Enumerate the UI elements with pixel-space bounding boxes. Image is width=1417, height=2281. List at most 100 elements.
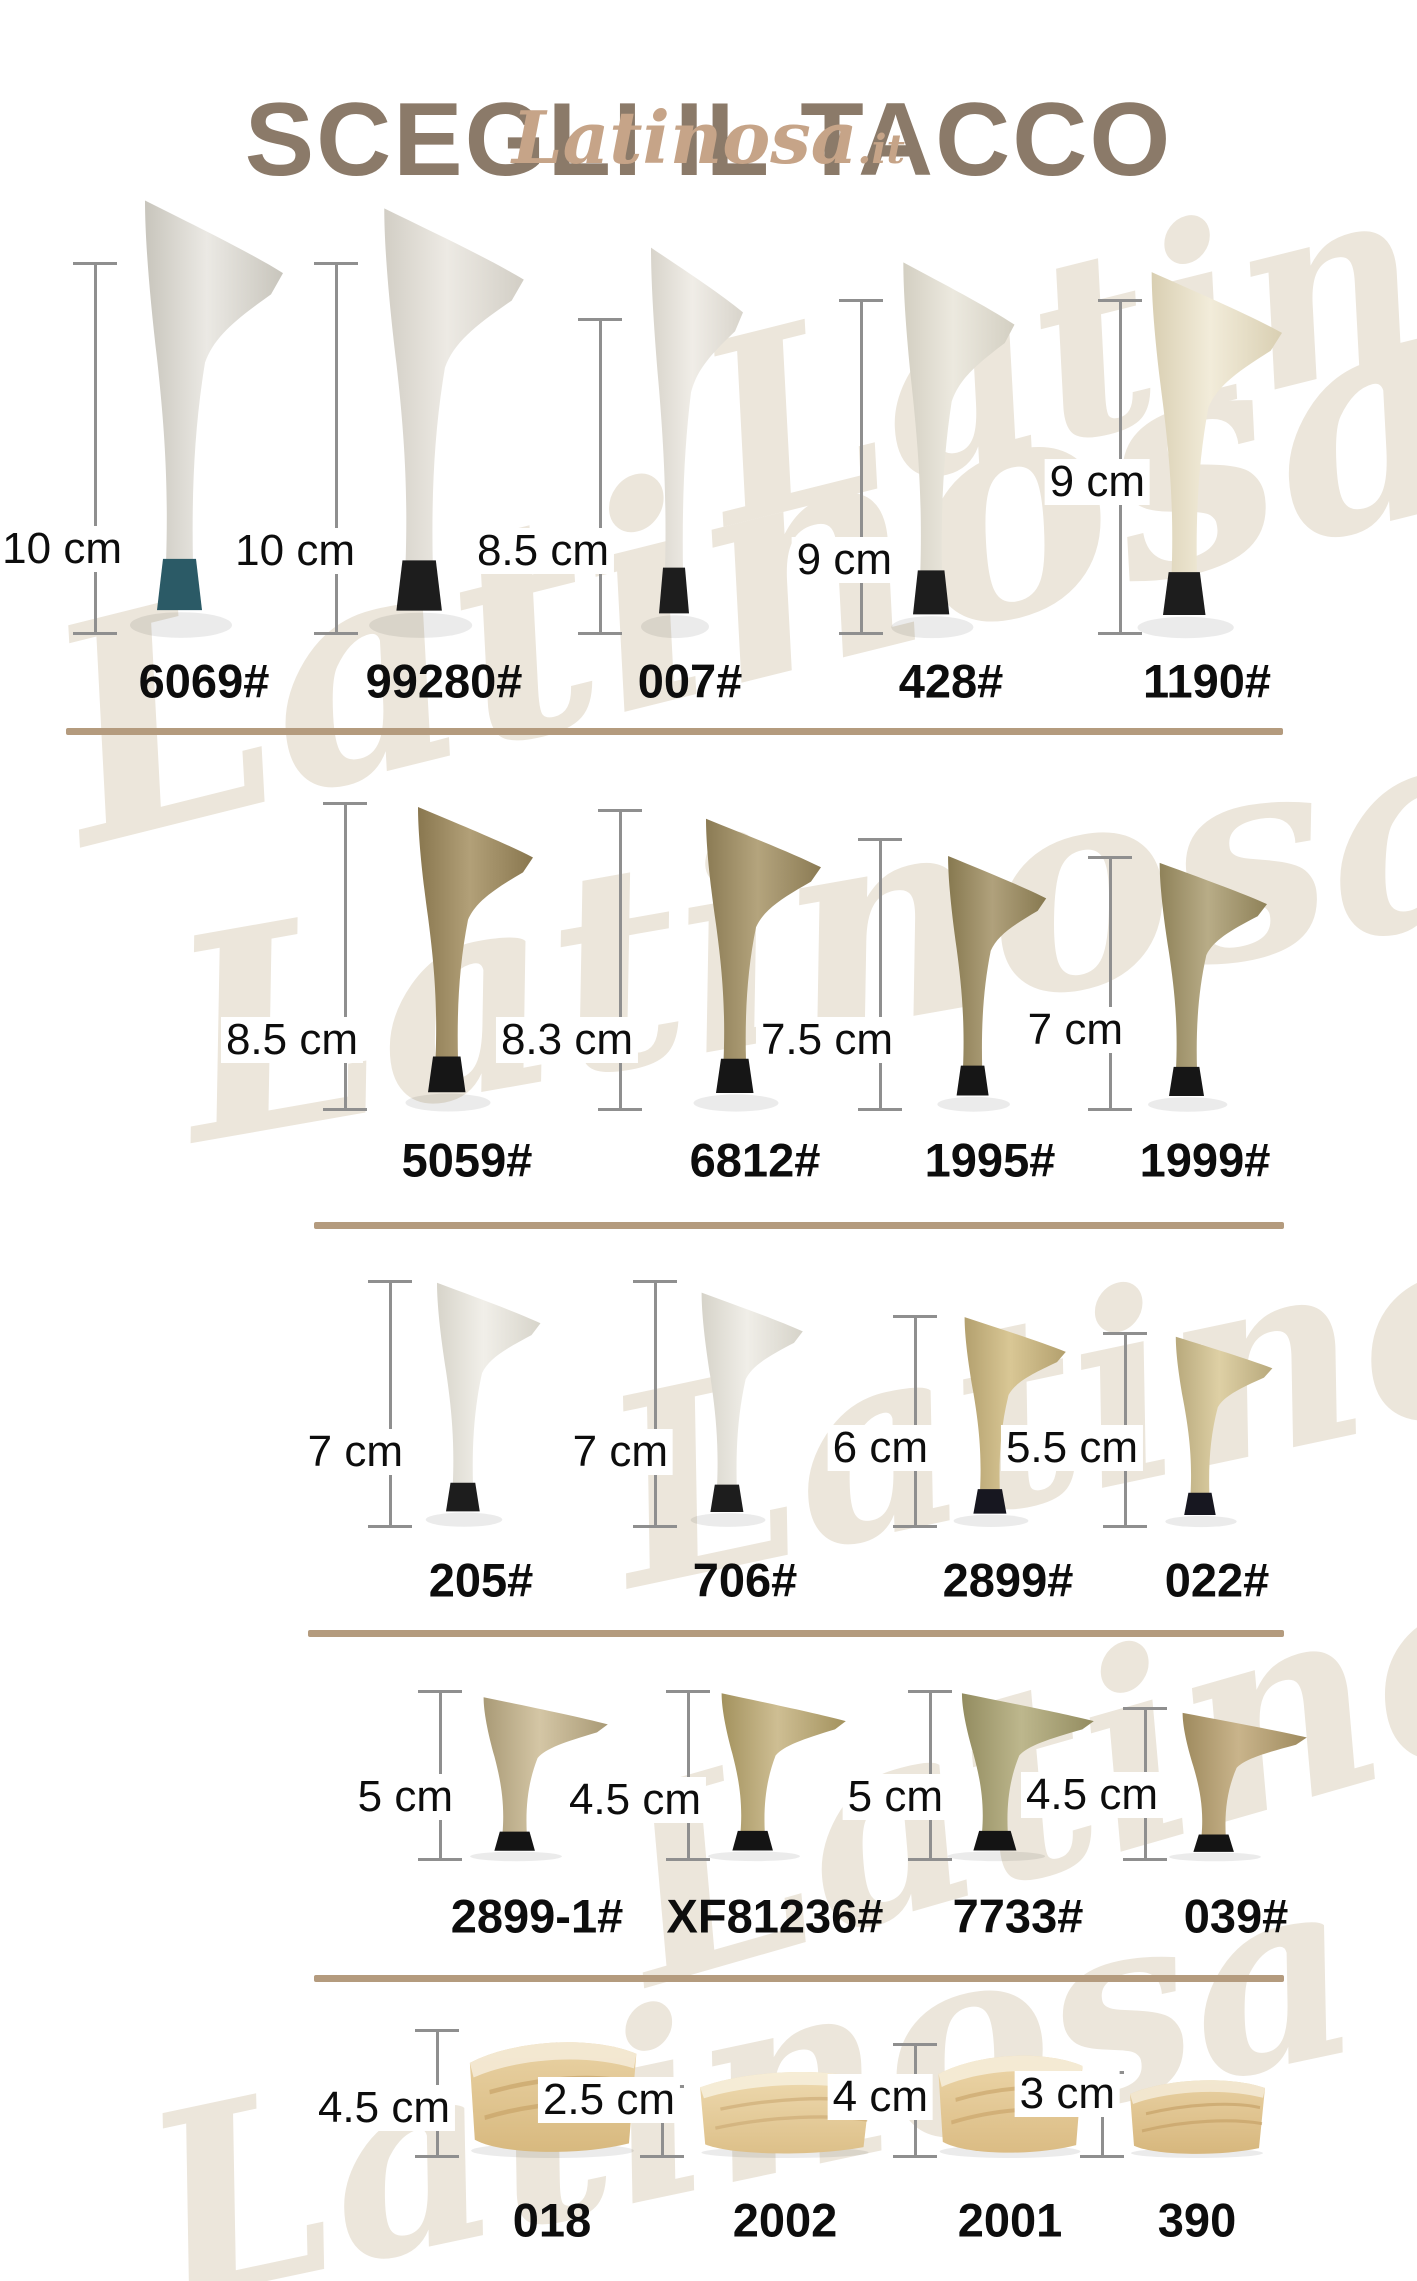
measure-line <box>1098 299 1142 302</box>
measure-line <box>1103 1332 1147 1335</box>
model-label: 2899-1# <box>450 1889 624 1943</box>
measure-line <box>893 1525 937 1528</box>
size-label: 2.5 cm <box>537 2077 680 2123</box>
measure-line <box>1109 856 1112 1108</box>
heel-image-039 <box>1169 1712 1308 1862</box>
size-label: 7 cm <box>302 1429 408 1475</box>
measure-line <box>1123 1858 1167 1861</box>
heel-image-5059 <box>405 806 533 1112</box>
measure-line <box>578 318 622 321</box>
measure-line <box>893 1315 937 1318</box>
size-label: 7 cm <box>1022 1007 1128 1053</box>
measure-line <box>1123 1707 1167 1710</box>
heel-image-1190 <box>1137 272 1282 639</box>
model-label: 2001 <box>957 2193 1063 2247</box>
measure-line <box>344 802 347 1108</box>
measure-line <box>654 1280 657 1525</box>
measure-line <box>839 299 883 302</box>
size-label: 8.5 cm <box>220 1017 363 1063</box>
page-title: SCEGLI IL TACCO <box>244 81 1173 198</box>
measure-line <box>598 809 642 812</box>
size-label: 5 cm <box>352 1774 458 1820</box>
heel-image-428 <box>891 262 1015 639</box>
size-label: 4.5 cm <box>563 1777 706 1823</box>
size-label: 4.5 cm <box>1020 1772 1163 1818</box>
model-label: 1190# <box>1142 654 1272 708</box>
heel-image-706 <box>690 1292 804 1527</box>
measure-line <box>73 632 117 635</box>
measure-line <box>335 262 338 632</box>
measure-line <box>687 1690 690 1858</box>
measure-line <box>893 2043 937 2046</box>
measure-line <box>879 838 882 1108</box>
heel-image-205 <box>425 1282 541 1527</box>
brand-domain-suffix: .it <box>857 126 906 173</box>
model-label: 018 <box>512 2193 592 2247</box>
measure-line <box>893 2155 937 2158</box>
model-label: 390 <box>1157 2193 1237 2247</box>
measure-line <box>666 1858 710 1861</box>
heel-image-XF81236 <box>708 1693 847 1862</box>
model-label: 7733# <box>952 1889 1084 1943</box>
model-label: 6069# <box>138 654 270 708</box>
size-label: 9 cm <box>791 537 897 583</box>
heel-image-022 <box>1165 1336 1273 1528</box>
size-label: 8.5 cm <box>471 528 614 574</box>
brand-logo: Latinosa.it <box>0 102 1417 174</box>
measure-line <box>368 1280 412 1283</box>
heel-image-007 <box>640 247 743 639</box>
model-label: 2002 <box>732 2193 838 2247</box>
size-label: 8.3 cm <box>495 1017 638 1063</box>
heel-image-1995 <box>937 855 1047 1112</box>
model-label: 022# <box>1164 1553 1270 1607</box>
measure-line <box>619 809 622 1108</box>
measure-line <box>418 1858 462 1861</box>
measure-line <box>908 1858 952 1861</box>
size-label: 9 cm <box>1044 459 1150 505</box>
measure-line <box>633 1280 677 1283</box>
size-label: 4.5 cm <box>312 2085 455 2131</box>
measure-line <box>1098 632 1142 635</box>
measure-line <box>860 299 863 632</box>
heel-image-6812 <box>693 818 821 1112</box>
model-label: XF81236# <box>666 1889 884 1943</box>
measure-line <box>1103 1525 1147 1528</box>
measure-line <box>914 1315 917 1525</box>
measure-line <box>1088 1108 1132 1111</box>
row-divider <box>66 728 1283 735</box>
measure-line <box>415 2029 459 2032</box>
measure-line <box>633 1525 677 1528</box>
model-label: 99280# <box>365 654 523 708</box>
measure-line <box>858 1108 902 1111</box>
measure-line <box>908 1690 952 1693</box>
size-label: 4 cm <box>827 2074 933 2120</box>
row-divider <box>314 1222 1284 1229</box>
heel-image-6069 <box>130 200 284 638</box>
measure-line <box>1088 856 1132 859</box>
measure-line <box>666 1690 710 1693</box>
size-label: 5 cm <box>842 1774 948 1820</box>
measure-line <box>368 1525 412 1528</box>
brand-name: Latinosa <box>511 95 858 180</box>
size-label: 7 cm <box>567 1429 673 1475</box>
size-label: 5.5 cm <box>1000 1425 1143 1471</box>
model-label: 706# <box>692 1553 798 1607</box>
row-divider <box>314 1975 1284 1982</box>
model-label: 6812# <box>689 1133 821 1187</box>
measure-line <box>418 1690 462 1693</box>
model-label: 428# <box>898 654 1004 708</box>
model-label: 007# <box>637 654 743 708</box>
model-label: 1995# <box>924 1133 1056 1187</box>
measure-line <box>389 1280 392 1525</box>
measure-line <box>640 2155 684 2158</box>
measure-line <box>599 318 602 632</box>
measure-line <box>314 632 358 635</box>
row-divider <box>308 1630 1284 1637</box>
model-label: 2899# <box>942 1553 1074 1607</box>
size-label: 10 cm <box>0 526 127 572</box>
heel-image-2899 <box>953 1317 1067 1527</box>
measure-line <box>94 262 97 632</box>
measure-line <box>598 1108 642 1111</box>
heel-image-1999 <box>1147 862 1267 1112</box>
